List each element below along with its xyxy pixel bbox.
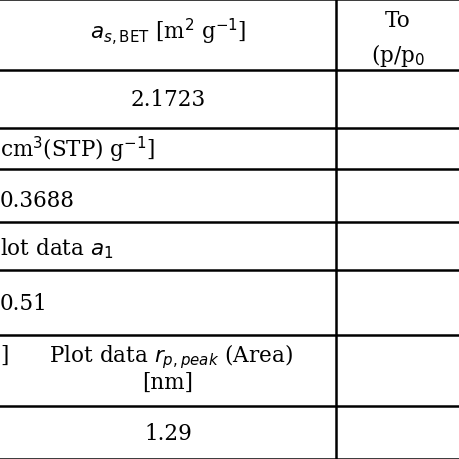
Text: $a_{s,\mathrm{BET}}$ [m$^{2}$ g$^{-1}$]: $a_{s,\mathrm{BET}}$ [m$^{2}$ g$^{-1}$]: [90, 17, 246, 48]
Text: 0.3688: 0.3688: [0, 190, 75, 212]
Text: (p/p$_{0}$: (p/p$_{0}$: [370, 42, 424, 68]
Text: cm$^{3}$(STP) g$^{-1}$]: cm$^{3}$(STP) g$^{-1}$]: [0, 134, 155, 164]
Text: 2.1723: 2.1723: [130, 89, 205, 111]
Text: 1.29: 1.29: [144, 422, 191, 444]
Text: ]      Plot data $r_{p,peak}$ (Area): ] Plot data $r_{p,peak}$ (Area): [0, 341, 292, 370]
Text: [nm]: [nm]: [142, 371, 193, 393]
Text: lot data $a_{1}$: lot data $a_{1}$: [0, 235, 113, 260]
Text: To: To: [384, 10, 410, 32]
Text: 0.51: 0.51: [0, 292, 48, 314]
